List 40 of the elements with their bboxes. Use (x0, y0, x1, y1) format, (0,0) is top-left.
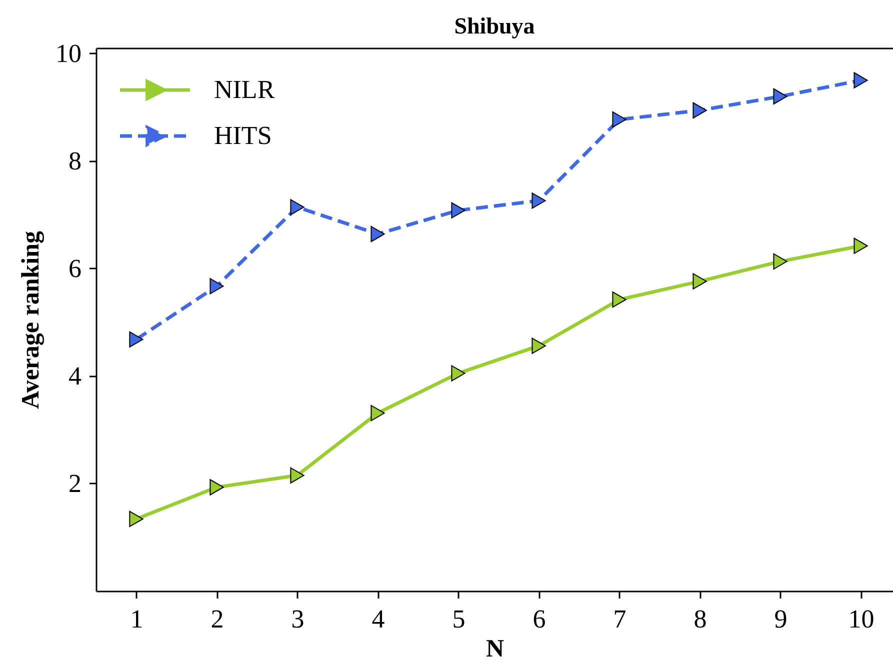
point (854, 72, 868, 88)
point (451, 365, 466, 382)
point (612, 111, 626, 128)
point (612, 292, 626, 308)
point (370, 226, 385, 242)
point (451, 202, 466, 218)
point (692, 102, 707, 118)
x-tick-label: 1 (130, 604, 144, 634)
x-tick-label: 4 (372, 604, 385, 634)
y-tick-label: 10 (56, 38, 82, 68)
y-tick-label: 8 (68, 146, 82, 176)
x-tick-label: 5 (452, 604, 466, 634)
y-tick-label: 4 (68, 361, 82, 390)
point (290, 199, 304, 216)
point (129, 510, 144, 528)
point (210, 479, 224, 496)
x-tick-label: 7 (613, 604, 626, 634)
x-axis-title: N (486, 636, 504, 662)
chart-title: Shibuya (454, 13, 536, 38)
point (692, 273, 707, 290)
x-tick-label: 10 (848, 604, 874, 634)
x-tick-label: 6 (532, 604, 546, 634)
x-tick-label: 8 (694, 604, 707, 634)
y-axis-title: Average ranking (18, 230, 44, 409)
point (370, 404, 385, 422)
point (129, 331, 144, 348)
y-tick-label: 2 (68, 468, 82, 498)
x-tick-label: 9 (774, 604, 788, 634)
point (773, 88, 788, 104)
point (773, 253, 788, 270)
legend-label: NILR (214, 75, 276, 104)
point (854, 238, 868, 254)
point (532, 192, 546, 209)
legend-label: HITS (214, 121, 272, 150)
point (290, 467, 304, 484)
x-tick-label: 2 (210, 604, 224, 634)
y-tick-label: 6 (68, 254, 82, 283)
point (210, 278, 224, 294)
point (532, 338, 546, 354)
x-tick-label: 3 (291, 604, 304, 634)
